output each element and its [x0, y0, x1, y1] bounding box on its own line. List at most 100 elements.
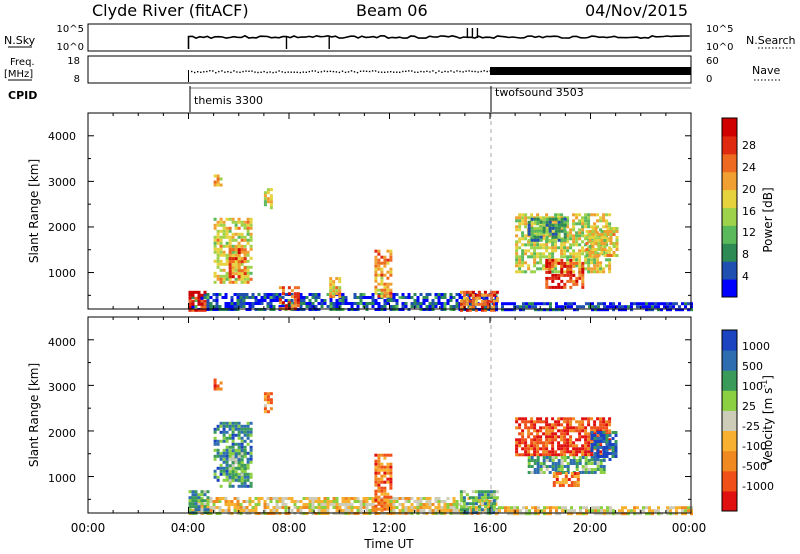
heatmap-cell	[599, 264, 603, 268]
heatmap-cell	[320, 305, 324, 308]
heatmap-cell	[216, 478, 220, 482]
heatmap-cell	[234, 461, 238, 465]
heatmap-cell	[377, 249, 381, 253]
heatmap-cell	[443, 509, 447, 512]
heatmap-cell	[389, 252, 393, 256]
heatmap-cell	[588, 236, 592, 239]
heatmap-cell	[599, 462, 603, 465]
heatmap-cell	[206, 508, 210, 512]
heatmap-cell	[404, 296, 408, 299]
heatmap-cell	[602, 434, 606, 437]
power-ytick-1000: 1000	[48, 267, 76, 280]
freq-dot	[399, 71, 401, 73]
freq-unit: [MHz]	[4, 69, 33, 80]
heatmap-cell	[462, 290, 466, 294]
heatmap-cell	[225, 217, 229, 221]
heatmap-cell	[335, 302, 339, 305]
beam-title: Beam 06	[356, 1, 428, 20]
heatmap-cell	[368, 509, 372, 512]
heatmap-cell	[266, 302, 270, 305]
heatmap-cell	[237, 254, 241, 258]
heatmap-cell	[353, 506, 357, 509]
heatmap-cell	[237, 241, 241, 245]
heatmap-cell	[302, 296, 306, 299]
heatmap-cell	[584, 450, 588, 454]
heatmap-cell	[657, 302, 660, 306]
heatmap-cell	[386, 503, 390, 506]
heatmap-cell	[323, 299, 327, 302]
nsky-line	[187, 34, 690, 49]
heatmap-cell	[606, 227, 610, 230]
heatmap-cell	[231, 266, 235, 270]
heatmap-cell	[240, 280, 244, 284]
heatmap-cell	[557, 465, 561, 468]
heatmap-cell	[266, 398, 270, 402]
heatmap-cell	[251, 293, 255, 296]
heatmap-cell	[518, 261, 522, 265]
heatmap-cell	[660, 512, 663, 516]
heatmap-cell	[471, 302, 475, 306]
heatmap-cell	[578, 276, 582, 280]
heatmap-cell	[377, 273, 381, 277]
heatmap-cell	[560, 213, 564, 217]
heatmap-cell	[194, 508, 198, 512]
heatmap-cell	[206, 500, 210, 503]
heatmap-cell	[329, 283, 333, 287]
heatmap-cell	[383, 273, 387, 277]
heatmap-cell	[618, 509, 621, 513]
heatmap-cell	[228, 260, 232, 264]
heatmap-cell	[602, 446, 606, 449]
heatmap-cell	[249, 472, 253, 476]
heatmap-cell	[242, 299, 246, 302]
heatmap-cell	[539, 238, 543, 242]
heatmap-cell	[284, 299, 288, 302]
heatmap-cell	[504, 509, 507, 513]
heatmap-cell	[213, 223, 217, 227]
heatmap-cell	[341, 500, 345, 503]
freq-dot	[390, 71, 392, 73]
heatmap-cell	[380, 497, 384, 500]
heatmap-cell	[515, 216, 519, 220]
freq-dot	[387, 71, 389, 73]
heatmap-cell	[551, 417, 555, 421]
heatmap-cell	[237, 472, 241, 476]
heatmap-cell	[596, 452, 600, 455]
heatmap-cell	[527, 216, 531, 220]
heatmap-cell	[263, 410, 267, 414]
heatmap-cell	[584, 213, 588, 217]
heatmap-cell	[614, 446, 618, 449]
heatmap-cell	[266, 191, 270, 195]
heatmap-cell	[687, 509, 690, 513]
heatmap-cell	[519, 512, 522, 516]
heatmap-cell	[249, 451, 253, 455]
heatmap-cell	[483, 502, 487, 506]
heatmap-cell	[599, 417, 603, 421]
heatmap-cell	[539, 220, 543, 224]
heatmap-cell	[551, 285, 555, 289]
heatmap-cell	[225, 439, 229, 443]
heatmap-cell	[575, 450, 579, 454]
heatmap-cell	[518, 267, 522, 271]
heatmap-cell	[386, 492, 390, 496]
heatmap-cell	[243, 260, 247, 264]
heatmap-cell	[545, 456, 549, 459]
heatmap-cell	[645, 305, 648, 309]
heatmap-cell	[266, 410, 270, 414]
heatmap-cell	[575, 468, 579, 471]
nsky-panel: N.Sky 10^5 10^0 10^5 10^0 N.Search	[4, 23, 796, 53]
heatmap-cell	[560, 462, 564, 465]
heatmap-cell	[213, 472, 217, 476]
heatmap-cell	[566, 264, 570, 268]
heatmap-cell	[587, 432, 591, 436]
heatmap-cell	[534, 506, 537, 510]
heatmap-cell	[581, 435, 585, 439]
heatmap-cell	[231, 433, 235, 437]
heatmap-cell	[600, 512, 603, 516]
heatmap-cell	[293, 503, 297, 506]
heatmap-cell	[320, 506, 324, 509]
heatmap-cell	[524, 234, 528, 238]
heatmap-cell	[216, 274, 220, 278]
heatmap-cell	[551, 453, 555, 457]
heatmap-cell	[554, 453, 558, 457]
heatmap-cell	[533, 441, 537, 445]
